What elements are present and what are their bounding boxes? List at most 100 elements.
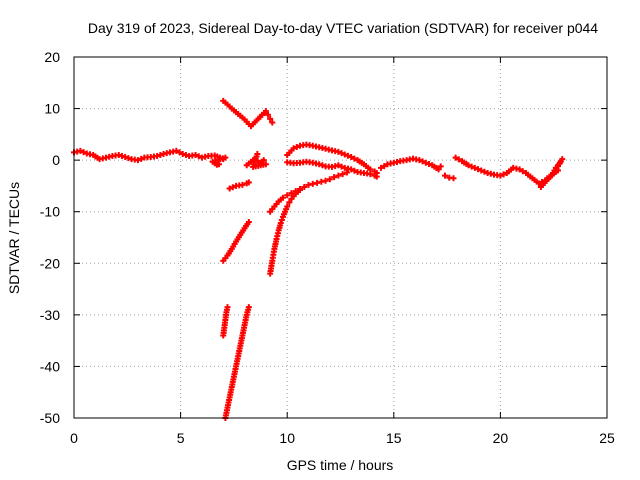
data-series-3 (226, 179, 252, 192)
data-point (115, 151, 122, 158)
data-point (348, 154, 355, 161)
data-point (335, 148, 342, 155)
plot-area-frame (73, 56, 608, 419)
data-point (316, 161, 323, 168)
data-point (425, 161, 432, 168)
data-point (296, 187, 303, 194)
data-point (309, 180, 316, 187)
data-point (344, 152, 351, 159)
data-point (373, 173, 380, 180)
data-series-6 (222, 304, 252, 421)
data-point (450, 175, 457, 182)
data-point (154, 153, 161, 160)
data-point (322, 177, 329, 184)
data-series-11 (378, 155, 444, 173)
data-point (138, 155, 145, 162)
y-tick-label: 10 (44, 101, 60, 117)
data-point (278, 216, 285, 223)
data-point (265, 111, 272, 118)
data-series-1 (220, 97, 276, 130)
data-point (331, 174, 338, 181)
data-series-8 (267, 187, 303, 277)
data-point (422, 159, 429, 166)
data-point (452, 154, 459, 161)
data-point (245, 219, 252, 226)
data-point (343, 169, 350, 176)
data-point (290, 145, 297, 152)
data-series-13 (452, 154, 566, 190)
data-point (125, 155, 132, 162)
data-point (338, 150, 345, 157)
data-point (269, 119, 276, 126)
x-tick-label: 0 (70, 430, 78, 446)
data-point (378, 164, 385, 171)
data-point (516, 166, 523, 173)
data-point (441, 172, 448, 179)
data-series-2 (243, 150, 269, 170)
grid-lines (74, 57, 607, 418)
data-point (351, 167, 358, 174)
y-tick-label: -30 (40, 307, 60, 323)
data-point (122, 154, 129, 161)
data-point (437, 163, 444, 170)
data-point (519, 168, 526, 175)
data-point (554, 167, 561, 174)
data-point (277, 220, 284, 227)
data-point (245, 179, 252, 186)
data-point (176, 149, 183, 156)
data-point (341, 151, 348, 158)
data-point (435, 166, 442, 173)
data-point (286, 199, 293, 206)
data-point (182, 151, 189, 158)
data-point (301, 183, 308, 190)
x-tick-label: 20 (493, 430, 509, 446)
x-tick-label: 10 (279, 430, 295, 446)
y-tick-label: 20 (44, 49, 60, 65)
x-tick-label: 5 (177, 430, 185, 446)
data-point (254, 150, 261, 157)
data-point (293, 143, 300, 150)
data-point (471, 164, 478, 171)
data-point (381, 163, 388, 170)
data-point (305, 181, 312, 188)
data-point (348, 166, 355, 173)
data-point (367, 171, 374, 178)
y-tick-label: -10 (40, 204, 60, 220)
x-axis-tick-labels: 0 5 10 15 20 25 (70, 430, 615, 446)
y-axis-tick-labels: 20 10 0 -10 -20 -30 -40 -50 (40, 49, 60, 426)
data-point (475, 166, 482, 173)
data-point (326, 176, 333, 183)
data-point (215, 161, 222, 168)
data-point (416, 157, 423, 164)
data-point (468, 163, 475, 170)
data-point (239, 181, 246, 188)
data-series-7 (267, 169, 350, 215)
y-tick-label: 0 (52, 152, 60, 168)
data-point (351, 155, 358, 162)
data-point (535, 180, 542, 187)
data-point (262, 108, 269, 115)
data-point (314, 179, 321, 186)
data-point (173, 147, 180, 154)
y-tick-label: -20 (40, 255, 60, 271)
data-point (267, 115, 274, 122)
data-point (284, 192, 291, 199)
data-series-4 (220, 219, 252, 264)
data-point (284, 203, 291, 210)
data-series-12 (441, 172, 457, 182)
data-point (179, 150, 186, 157)
data-point (229, 184, 236, 191)
data-point (195, 153, 202, 160)
data-point (319, 162, 326, 169)
data-point (77, 147, 84, 154)
x-tick-label: 15 (386, 430, 402, 446)
data-point (118, 153, 125, 160)
data-series-5 (220, 304, 231, 339)
data-series-10 (284, 158, 380, 180)
axis-ticks (73, 56, 608, 419)
x-tick-label: 25 (599, 430, 615, 446)
x-axis-label: GPS time / hours (287, 457, 394, 473)
data-point (335, 172, 342, 179)
